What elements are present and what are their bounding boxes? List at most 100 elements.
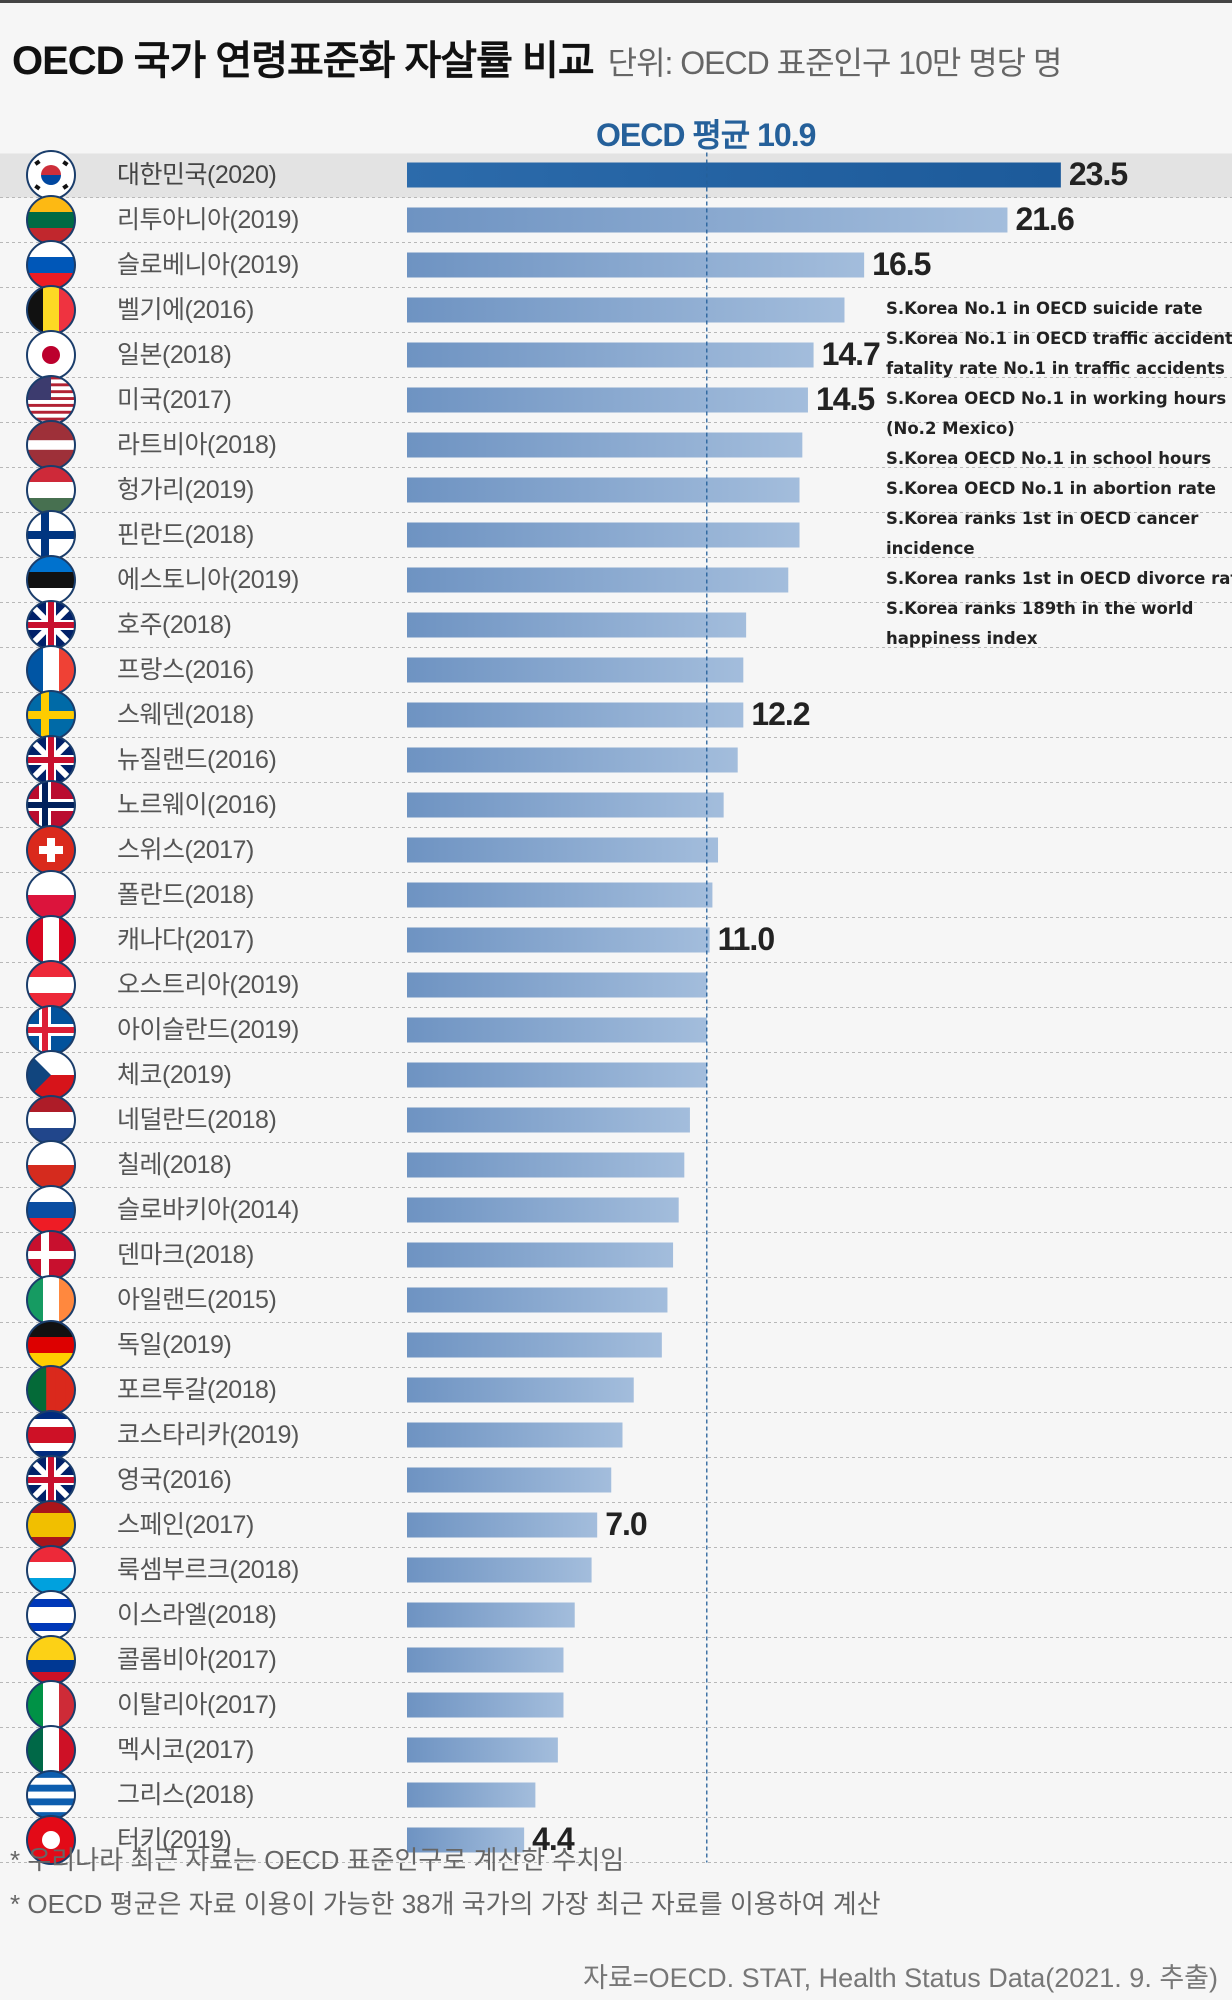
annotation-line: S.Korea ranks 1st in OECD cancer bbox=[886, 509, 1199, 528]
bar bbox=[407, 297, 845, 323]
flag-icon bbox=[26, 240, 76, 290]
annotation-line: S.Korea No.1 in OECD traffic accident bbox=[886, 329, 1232, 348]
average-label: OECD 평균 10.9 bbox=[596, 117, 816, 153]
annotation-line: S.Korea ranks 189th in the world bbox=[886, 599, 1194, 618]
flag-icon bbox=[26, 1410, 76, 1460]
bar bbox=[407, 432, 803, 458]
flag-icon bbox=[26, 1320, 76, 1370]
bar bbox=[407, 1377, 634, 1403]
country-label: 리투아니아(2019) bbox=[117, 206, 299, 234]
country-label: 독일(2019) bbox=[117, 1331, 232, 1359]
country-label: 이스라엘(2018) bbox=[117, 1601, 277, 1629]
country-label: 덴마크(2018) bbox=[117, 1241, 254, 1269]
flag-icon bbox=[26, 735, 76, 785]
bar bbox=[407, 792, 724, 818]
flag-icon bbox=[26, 1275, 76, 1325]
bar bbox=[407, 387, 808, 413]
country-label: 스위스(2017) bbox=[117, 836, 254, 864]
annotation-line: S.Korea OECD No.1 in abortion rate bbox=[886, 479, 1216, 498]
data-label: 21.6 bbox=[1015, 201, 1074, 237]
bar bbox=[407, 1017, 707, 1043]
bar bbox=[407, 972, 707, 998]
bar bbox=[407, 882, 713, 908]
flag-icon bbox=[26, 1545, 76, 1595]
flag-icon bbox=[26, 825, 76, 875]
country-label: 스웨덴(2018) bbox=[117, 701, 254, 729]
country-label: 폴란드(2018) bbox=[117, 881, 254, 909]
bar bbox=[407, 1737, 558, 1763]
footnote-1: * 우리나라 최근 자료는 OECD 표준인구로 계산한 수치임 bbox=[10, 1845, 625, 1875]
bar bbox=[407, 1602, 575, 1628]
country-label: 캐나다(2017) bbox=[117, 926, 254, 954]
data-label: 7.0 bbox=[605, 1506, 647, 1542]
flag-icon bbox=[26, 1005, 76, 1055]
annotation-line: incidence bbox=[886, 539, 975, 558]
country-label: 코스타리카(2019) bbox=[117, 1421, 299, 1449]
country-label: 노르웨이(2016) bbox=[117, 791, 277, 819]
flag-icon bbox=[26, 780, 76, 830]
flag-icon bbox=[26, 510, 76, 560]
bar bbox=[407, 927, 710, 953]
bar bbox=[407, 747, 738, 773]
country-label: 헝가리(2019) bbox=[117, 476, 254, 504]
bar bbox=[407, 477, 800, 503]
bar bbox=[407, 1197, 679, 1223]
flag-icon bbox=[26, 915, 76, 965]
title-text: OECD 국가 연령표준화 자살률 비교 bbox=[12, 39, 595, 83]
country-label: 슬로베니아(2019) bbox=[117, 251, 299, 279]
flag-icon bbox=[26, 1140, 76, 1190]
bar bbox=[407, 567, 789, 593]
flag-icon bbox=[26, 1770, 76, 1820]
country-label: 룩셈부르크(2018) bbox=[117, 1556, 299, 1584]
flag-icon bbox=[26, 1050, 76, 1100]
bar bbox=[407, 1467, 612, 1493]
annotation-line: fatality rate No.1 in traffic accidents bbox=[886, 359, 1225, 378]
country-label: 핀란드(2018) bbox=[117, 521, 254, 549]
flag-icon bbox=[26, 1230, 76, 1280]
data-label: 12.2 bbox=[751, 696, 810, 732]
bar bbox=[407, 1557, 592, 1583]
flag-icon bbox=[26, 555, 76, 605]
annotation-list: S.Korea No.1 in OECD suicide rate S.Korea… bbox=[886, 294, 1232, 654]
country-label: 뉴질랜드(2016) bbox=[117, 746, 277, 774]
country-label: 벨기에(2016) bbox=[117, 296, 254, 324]
flag-icon bbox=[26, 150, 76, 200]
flag-icon bbox=[26, 1095, 76, 1145]
bar bbox=[407, 252, 865, 278]
country-label: 오스트리아(2019) bbox=[117, 971, 299, 999]
annotation-line: S.Korea OECD No.1 in school hours bbox=[886, 449, 1212, 468]
country-label: 아일랜드(2015) bbox=[117, 1286, 277, 1314]
flag-icon bbox=[26, 645, 76, 695]
country-label: 그리스(2018) bbox=[117, 1781, 254, 1809]
annotation-line: S.Korea No.1 in OECD suicide rate bbox=[886, 299, 1203, 318]
bar bbox=[407, 1422, 623, 1448]
annotation-line: (No.2 Mexico) bbox=[886, 419, 1015, 438]
flag-icon bbox=[26, 1185, 76, 1235]
annotation-line: happiness index bbox=[886, 629, 1038, 648]
unit-label: 단위: OECD 표준인구 10만 명당 명 bbox=[607, 45, 1063, 81]
flag-icon bbox=[26, 960, 76, 1010]
data-label: 11.0 bbox=[717, 921, 776, 957]
flag-icon bbox=[26, 690, 76, 740]
bar bbox=[407, 1332, 662, 1358]
bar bbox=[407, 1647, 564, 1673]
flag-icon bbox=[26, 195, 76, 245]
bar bbox=[407, 657, 744, 683]
bar bbox=[407, 1152, 685, 1178]
country-label: 포르투갈(2018) bbox=[117, 1376, 277, 1404]
flag-icon bbox=[26, 870, 76, 920]
flag-icon bbox=[26, 1635, 76, 1685]
flag-icon bbox=[26, 1455, 76, 1505]
chart-title: OECD 국가 연령표준화 자살률 비교 단위: OECD 표준인구 10만 명당… bbox=[12, 28, 1063, 86]
source-note: 자료=OECD. STAT, Health Status Data(2021. … bbox=[583, 1963, 1218, 1993]
data-label: 23.5 bbox=[1068, 156, 1128, 192]
country-label: 터키(2019) bbox=[117, 1826, 232, 1854]
annotation-line: S.Korea ranks 1st in OECD divorce rate bbox=[886, 569, 1232, 588]
flag-icon bbox=[26, 1815, 76, 1865]
country-label: 네덜란드(2018) bbox=[117, 1106, 277, 1134]
flag-icon bbox=[26, 1680, 76, 1730]
bar bbox=[407, 702, 744, 728]
flag-icon bbox=[26, 375, 76, 425]
country-label: 대한민국(2020) bbox=[117, 161, 277, 189]
data-label: 14.5 bbox=[815, 381, 875, 417]
